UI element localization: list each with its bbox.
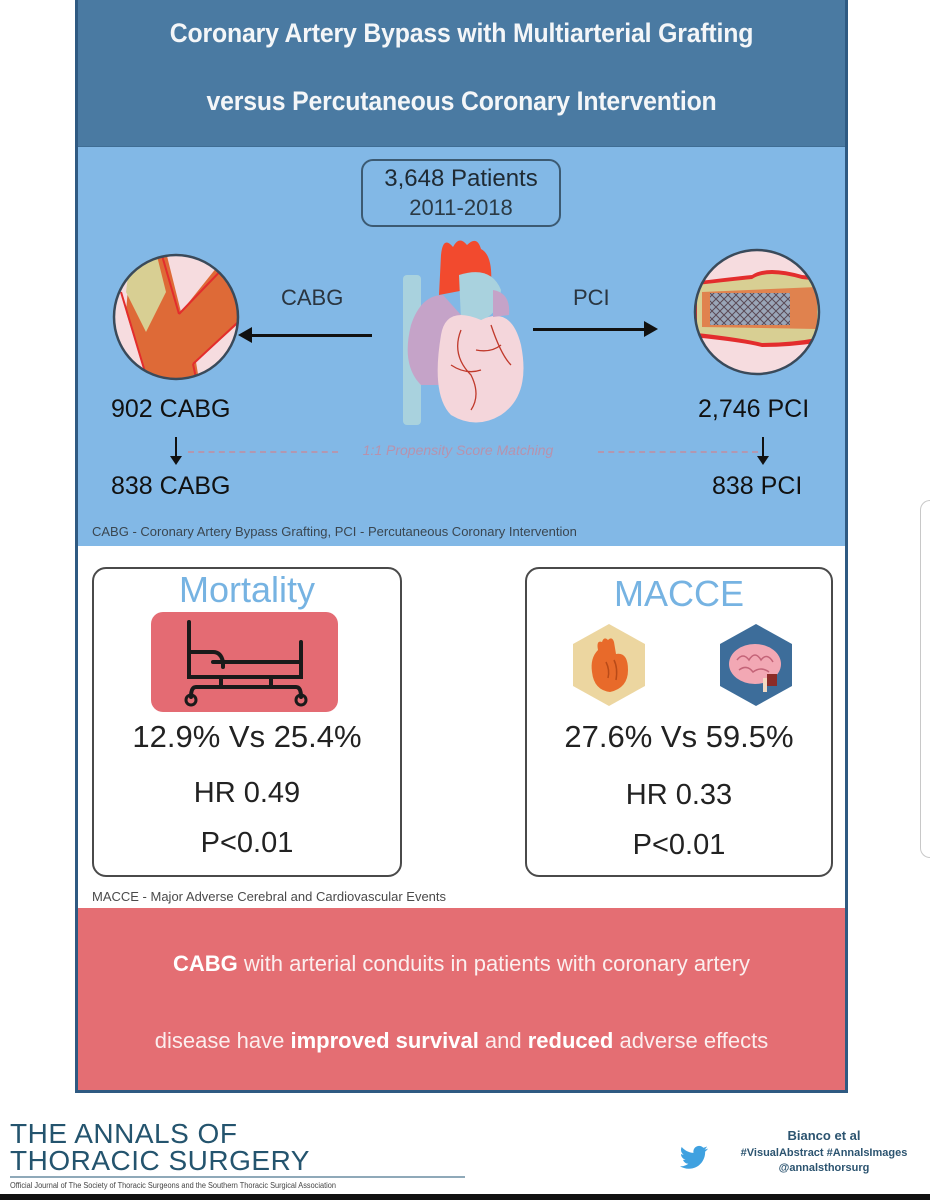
mortality-card: Mortality 12.9% Vs 25.4% HR 0.49 P<0.01 bbox=[92, 567, 402, 877]
bypass-graft-icon bbox=[112, 253, 240, 381]
visual-abstract-panel: Coronary Artery Bypass with Multiarteria… bbox=[75, 0, 848, 1093]
mortality-title: Mortality bbox=[178, 569, 316, 610]
mortality-rates: 12.9% Vs 25.4% bbox=[132, 719, 362, 754]
side-panel-handle[interactable] bbox=[920, 500, 930, 858]
cabg-down-arrow-icon bbox=[170, 437, 182, 465]
macce-card: MACCE 27.6% Vs 59.5% HR 0.33 P<0.01 bbox=[525, 567, 833, 877]
cabg-initial-count: 902 CABG bbox=[111, 395, 231, 423]
conclusion-bold-survival: improved survival bbox=[290, 1028, 479, 1053]
outcome-abbreviations-note: MACCE - Major Adverse Cerebral and Cardi… bbox=[92, 889, 447, 904]
matching-method-label: 1:1 Propensity Score Matching bbox=[362, 442, 554, 458]
study-design-section: 3,648 Patients 2011-2018 CABG bbox=[78, 147, 845, 546]
matching-dash-left bbox=[188, 451, 338, 453]
journal-name-line-1: THE ANNALS OF bbox=[10, 1118, 238, 1149]
patients-box: 3,648 Patients 2011-2018 bbox=[361, 159, 561, 227]
arm-abbreviations-note: CABG - Coronary Artery Bypass Grafting, … bbox=[92, 524, 577, 539]
author-credit: Bianco et al bbox=[787, 1128, 861, 1143]
conclusion-text: and bbox=[478, 1028, 528, 1053]
journal-name-line-2: THORACIC SURGERY bbox=[10, 1145, 310, 1176]
twitter-handle: @annalsthorsurg bbox=[778, 1162, 870, 1174]
title-band: Coronary Artery Bypass with Multiarteria… bbox=[78, 0, 845, 148]
patient-count: 3,648 Patients bbox=[384, 165, 538, 192]
brain-icon bbox=[720, 624, 792, 706]
cabg-arm-label: CABG bbox=[281, 285, 344, 310]
macce-rates: 27.6% Vs 59.5% bbox=[564, 719, 794, 754]
arrow-left-icon bbox=[238, 327, 372, 343]
pci-matched-count: 838 PCI bbox=[712, 472, 803, 500]
journal-divider bbox=[10, 1176, 465, 1178]
journal-subtitle: Official Journal of The Society of Thora… bbox=[10, 1181, 336, 1190]
conclusion-section: CABG with arterial conduits in patients … bbox=[78, 908, 845, 1090]
twitter-bird-icon bbox=[679, 1145, 708, 1169]
mortality-hr: HR 0.49 bbox=[193, 777, 301, 809]
hospital-bed-icon bbox=[184, 620, 308, 707]
mortality-p-value: P<0.01 bbox=[200, 827, 294, 859]
study-years: 2011-2018 bbox=[409, 195, 513, 220]
conclusion-line-1: CABG with arterial conduits in patients … bbox=[78, 951, 845, 977]
conclusion-text: with arterial conduits in patients with … bbox=[237, 951, 751, 976]
cabg-matched-count: 838 CABG bbox=[111, 472, 231, 500]
pci-arm-label: PCI bbox=[573, 285, 610, 310]
conclusion-bold-reduced: reduced bbox=[527, 1028, 614, 1053]
pci-down-arrow-icon bbox=[757, 437, 769, 465]
macce-title: MACCE bbox=[613, 573, 744, 614]
conclusion-line-2: disease have improved survival and reduc… bbox=[78, 1028, 845, 1054]
conclusion-text: disease have bbox=[154, 1028, 291, 1053]
mortality-icon-box bbox=[151, 612, 338, 712]
conclusion-text: adverse effects bbox=[613, 1028, 769, 1053]
macce-hr: HR 0.33 bbox=[625, 779, 733, 811]
credit-block: Bianco et al #VisualAbstract #AnnalsImag… bbox=[718, 1128, 930, 1174]
stent-icon bbox=[693, 248, 821, 376]
heart-illustration-icon bbox=[403, 240, 524, 425]
macce-p-value: P<0.01 bbox=[632, 829, 726, 861]
hashtags: #VisualAbstract #AnnalsImages bbox=[740, 1147, 908, 1159]
title-line-1: Coronary Artery Bypass with Multiarteria… bbox=[169, 18, 754, 48]
title-line-2: versus Percutaneous Coronary Interventio… bbox=[206, 86, 717, 116]
pci-initial-count: 2,746 PCI bbox=[698, 395, 810, 423]
bottom-bar bbox=[0, 1194, 930, 1200]
journal-logo: THE ANNALS OF THORACIC SURGERY bbox=[10, 1118, 310, 1176]
conclusion-bold-cabg: CABG bbox=[172, 951, 238, 976]
arrow-right-icon bbox=[533, 321, 658, 337]
heart-icon bbox=[573, 624, 645, 706]
matching-dash-right bbox=[598, 451, 758, 453]
